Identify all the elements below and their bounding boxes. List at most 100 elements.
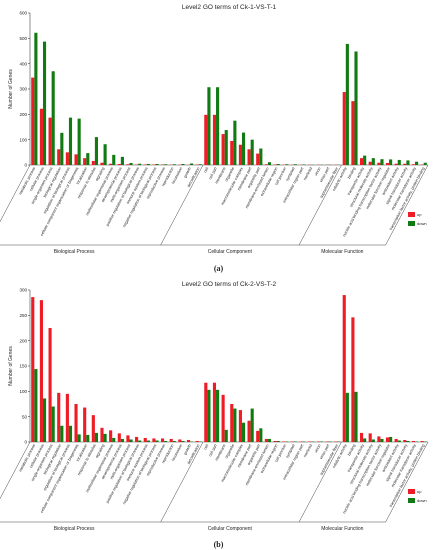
- bar-down: [86, 153, 90, 165]
- bar-down: [345, 392, 349, 442]
- bar-up: [48, 328, 52, 442]
- bar-down: [406, 160, 410, 165]
- bar-down: [198, 164, 202, 165]
- y-tick-label: 300: [19, 87, 27, 92]
- bar-down: [68, 117, 73, 165]
- bar-down: [293, 441, 298, 442]
- bar-up: [117, 163, 121, 165]
- bar-up: [342, 295, 346, 442]
- bar-up: [316, 441, 320, 442]
- bar-down: [259, 148, 263, 165]
- category-label: cell part: [208, 443, 218, 457]
- bar-up: [135, 164, 139, 165]
- bar-up: [31, 77, 35, 165]
- bar-up: [351, 317, 355, 442]
- bar-up: [282, 441, 286, 442]
- bar-down: [319, 441, 323, 442]
- category-label: organelle: [224, 167, 235, 183]
- bar-up: [204, 382, 208, 442]
- chart-title: Level2 GO terms of Ck-1-VS-T-1: [182, 4, 277, 11]
- bar-down: [415, 441, 419, 442]
- y-tick-label: 400: [19, 61, 27, 66]
- legend-swatch-down: [408, 221, 415, 226]
- group-label-cellular-component: Cellular Component: [208, 249, 253, 255]
- bar-up: [377, 436, 381, 442]
- bar-up: [351, 101, 355, 165]
- bar-down: [337, 441, 341, 442]
- bar-down: [77, 434, 81, 442]
- category-label: organelle: [224, 444, 235, 460]
- category-label: nucleoid: [303, 167, 313, 181]
- bar-down: [42, 41, 47, 166]
- category-label: nucleoid: [303, 444, 313, 458]
- bar-up: [195, 164, 199, 165]
- bar-down: [120, 156, 124, 165]
- bar-down: [276, 440, 280, 442]
- bar-down: [241, 132, 246, 165]
- bar-down: [371, 158, 375, 165]
- y-tick-label: 0: [24, 440, 27, 445]
- bar-down: [233, 408, 237, 442]
- bar-down: [397, 159, 401, 165]
- bar-down: [380, 438, 384, 442]
- bar-up: [169, 438, 173, 442]
- bar-down: [138, 440, 142, 442]
- bar-up: [368, 433, 372, 442]
- bar-down: [363, 438, 367, 442]
- bar-up: [74, 404, 78, 442]
- legend-label-up: up: [417, 489, 422, 494]
- y-tick-label: 150: [19, 364, 27, 369]
- bar-down: [250, 408, 254, 442]
- chart-title: Level2 GO terms of Ck-2-VS-T-2: [182, 281, 277, 288]
- go-chart-ck2: Level2 GO terms of Ck-2-VS-T-2 0 50 100 150 2…: [0, 281, 429, 532]
- category-label: virion: [314, 444, 322, 454]
- group-separator: [0, 164, 31, 223]
- bar-down: [267, 438, 272, 442]
- bar-down: [190, 163, 194, 165]
- bar-down: [190, 441, 194, 442]
- bar-up: [91, 160, 95, 165]
- category-label: virion part: [319, 443, 331, 460]
- bar-down: [285, 164, 289, 165]
- bar-up: [100, 162, 104, 165]
- bar-down: [129, 439, 133, 442]
- bar-up: [221, 134, 225, 165]
- y-tick-label: 200: [19, 338, 27, 343]
- bar-down: [371, 439, 375, 442]
- bar-up: [403, 163, 407, 165]
- panel-label-b: (b): [213, 540, 224, 549]
- category-label: binding: [347, 444, 356, 457]
- bar-down: [86, 434, 90, 442]
- bar-up: [385, 162, 390, 165]
- bar-down: [51, 406, 55, 442]
- bar-down: [172, 440, 176, 442]
- bar-up: [411, 440, 416, 442]
- bar-up: [135, 436, 139, 442]
- legend-label-down: down: [417, 498, 427, 503]
- legend-swatch-up: [408, 489, 415, 494]
- category-label: cell: [203, 166, 209, 173]
- bar-down: [293, 164, 298, 165]
- bar-up: [65, 393, 69, 442]
- bar-up: [221, 394, 225, 442]
- bar-up: [160, 164, 165, 165]
- y-tick-label: 0: [24, 163, 27, 168]
- bar-down: [146, 440, 150, 442]
- bar-up: [334, 441, 338, 442]
- bar-up: [247, 149, 251, 165]
- bar-down: [129, 162, 133, 165]
- y-tick-label: 600: [19, 11, 27, 16]
- bar-down: [146, 163, 150, 165]
- bar-down: [380, 159, 384, 165]
- group-label-molecular-function: Molecular Function: [321, 249, 363, 255]
- bar-up: [238, 144, 242, 165]
- bar-up: [100, 427, 104, 442]
- bar-up: [109, 163, 113, 165]
- bar-up: [126, 164, 130, 165]
- category-label: virion: [314, 167, 322, 177]
- bar-up: [31, 297, 35, 442]
- bar-down: [406, 440, 410, 442]
- bar-up: [204, 114, 208, 165]
- bar-up: [152, 438, 156, 442]
